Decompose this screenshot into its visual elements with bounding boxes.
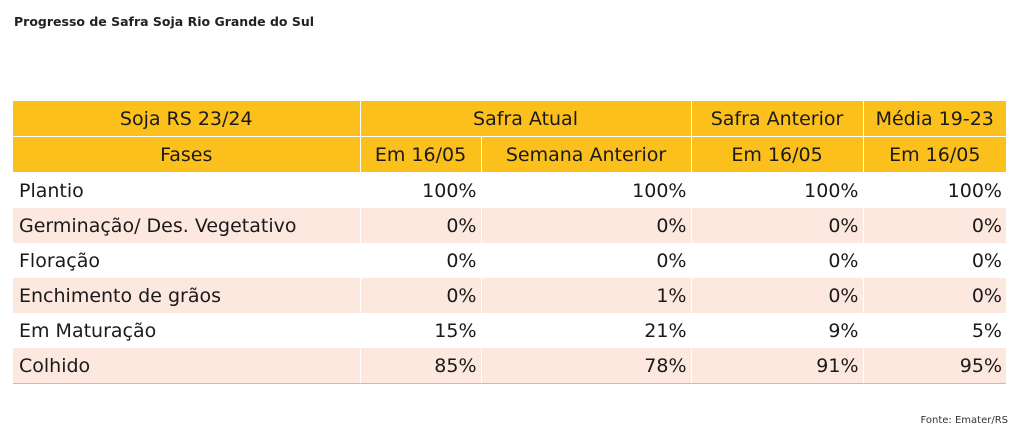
table-cell: 0% — [480, 208, 691, 243]
header-column-row: Fases Em 16/05 Semana Anterior Em 16/05 Em 1… — [13, 136, 1006, 173]
table-cell: 0% — [862, 208, 1006, 243]
row-label: Enchimento de grãos — [13, 278, 360, 313]
header-group-1: Safra Atual — [359, 101, 691, 137]
column-header-2: Semana Anterior — [480, 136, 691, 173]
table-cell: 0% — [862, 278, 1006, 313]
header-group-3: Média 19-23 — [862, 101, 1006, 137]
table-cell: 100% — [862, 172, 1006, 208]
column-header-3: Em 16/05 — [690, 136, 863, 173]
table-row: Colhido 85% 78% 91% 95% — [13, 348, 1006, 384]
column-header-4: Em 16/05 — [862, 136, 1006, 173]
row-label: Floração — [13, 243, 360, 278]
table-row: Enchimento de grãos 0% 1% 0% 0% — [13, 278, 1006, 313]
row-label: Em Maturação — [13, 313, 360, 348]
table-cell: 85% — [359, 348, 481, 384]
column-header-0: Fases — [13, 136, 360, 173]
table-row: Germinação/ Des. Vegetativo 0% 0% 0% 0% — [13, 208, 1006, 243]
table-cell: 1% — [480, 278, 691, 313]
harvest-progress-table: Soja RS 23/24 Safra Atual Safra Anterior Mé… — [13, 101, 1006, 384]
header-group-2: Safra Anterior — [690, 101, 863, 137]
table-cell: 5% — [862, 313, 1006, 348]
table-cell: 91% — [690, 348, 863, 384]
table-row: Em Maturação 15% 21% 9% 5% — [13, 313, 1006, 348]
table-row: Plantio 100% 100% 100% 100% — [13, 172, 1006, 208]
table-cell: 9% — [690, 313, 863, 348]
row-label: Plantio — [13, 172, 360, 208]
table-row: Floração 0% 0% 0% 0% — [13, 243, 1006, 278]
source-note: Fonte: Emater/RS — [920, 415, 1008, 426]
row-label: Germinação/ Des. Vegetativo — [13, 208, 360, 243]
table-cell: 0% — [690, 243, 863, 278]
row-label: Colhido — [13, 348, 360, 384]
table-cell: 15% — [359, 313, 481, 348]
table-cell: 95% — [862, 348, 1006, 384]
table-cell: 0% — [359, 208, 481, 243]
page-title: Progresso de Safra Soja Rio Grande do Su… — [14, 14, 315, 29]
header-group-0: Soja RS 23/24 — [13, 101, 360, 137]
header-group-row: Soja RS 23/24 Safra Atual Safra Anterior Mé… — [13, 101, 1006, 137]
table-cell: 0% — [862, 243, 1006, 278]
table-cell: 21% — [480, 313, 691, 348]
table-cell: 78% — [480, 348, 691, 384]
table-cell: 0% — [690, 278, 863, 313]
table-cell: 0% — [690, 208, 863, 243]
table-cell: 0% — [359, 278, 481, 313]
column-header-1: Em 16/05 — [359, 136, 481, 173]
table-cell: 0% — [359, 243, 481, 278]
table-cell: 100% — [480, 172, 691, 208]
table-cell: 100% — [359, 172, 481, 208]
table-cell: 100% — [690, 172, 863, 208]
table-body: Plantio 100% 100% 100% 100% Germinação/ Des. … — [13, 172, 1006, 384]
table-cell: 0% — [480, 243, 691, 278]
